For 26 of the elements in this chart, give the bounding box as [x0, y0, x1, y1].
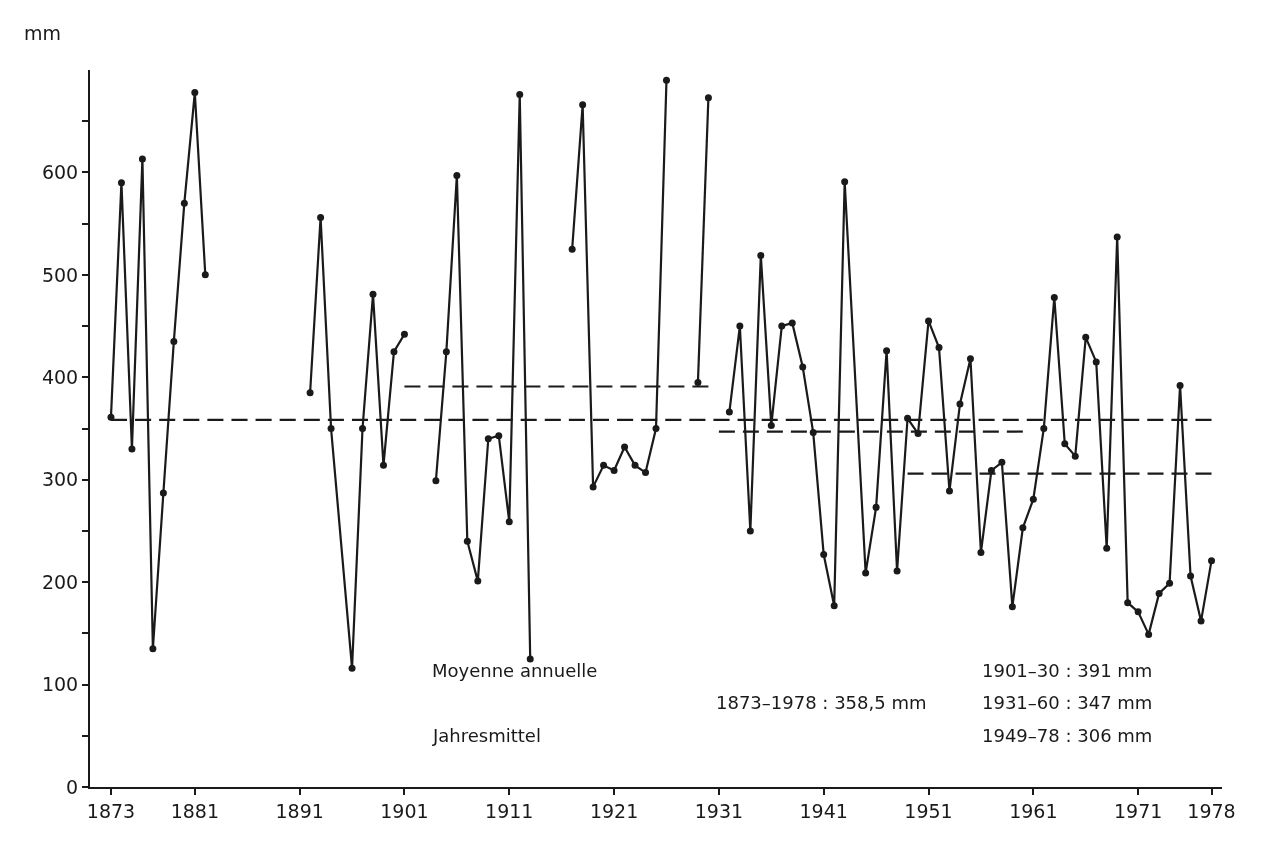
- x-tick-label: 1873: [86, 799, 136, 822]
- x-tick-label: 1921: [589, 799, 639, 822]
- annotation: 1873–1978 : 358,5 mm: [716, 692, 927, 713]
- annotation: Moyenne annuelle: [432, 660, 598, 681]
- y-tick-label: 0: [66, 775, 79, 798]
- y-tick-label: 300: [41, 468, 79, 491]
- annotation: 1949–78 : 306 mm: [982, 725, 1153, 746]
- x-tick-label: 1961: [1009, 799, 1058, 822]
- x-tick-label: 1951: [904, 799, 953, 822]
- annotation: Jahresmittel: [432, 725, 541, 746]
- y-tick-label: 400: [41, 365, 79, 388]
- x-tick-label: 1978: [1187, 799, 1236, 822]
- y-tick-label: 500: [41, 263, 79, 286]
- x-tick-label: 1971: [1113, 799, 1163, 822]
- annotation: 1931–60 : 347 mm: [982, 692, 1153, 713]
- x-tick-label: 1901: [380, 799, 429, 822]
- x-tick-label: 1931: [694, 799, 744, 822]
- y-tick-label: 200: [41, 570, 79, 593]
- x-tick-label: 1881: [170, 799, 219, 822]
- y-axis-title: mm: [24, 22, 62, 44]
- annotation: 1901–30 : 391 mm: [982, 660, 1153, 681]
- x-tick-label: 1911: [485, 799, 534, 822]
- x-tick-label: 1891: [275, 799, 324, 822]
- x-tick-label: 1941: [799, 799, 848, 822]
- y-tick-label: 600: [41, 161, 79, 184]
- y-tick-label: 100: [41, 673, 79, 696]
